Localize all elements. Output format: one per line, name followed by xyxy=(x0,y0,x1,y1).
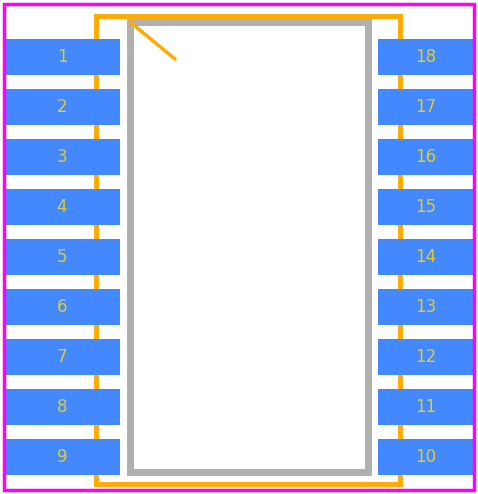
Text: 1: 1 xyxy=(57,48,67,66)
Text: 13: 13 xyxy=(415,298,436,316)
Text: 10: 10 xyxy=(415,448,436,466)
Bar xyxy=(378,39,474,75)
Text: 6: 6 xyxy=(57,298,67,316)
Bar xyxy=(4,439,120,475)
Bar xyxy=(96,16,400,484)
Bar xyxy=(378,189,474,225)
Bar xyxy=(130,22,368,472)
Bar xyxy=(4,289,120,325)
Text: 12: 12 xyxy=(415,348,436,366)
Text: 11: 11 xyxy=(415,398,436,416)
Text: 14: 14 xyxy=(415,248,436,266)
Text: 16: 16 xyxy=(415,148,436,166)
Bar xyxy=(4,389,120,425)
Bar xyxy=(378,89,474,125)
Bar xyxy=(378,239,474,275)
Bar xyxy=(4,339,120,375)
Bar xyxy=(378,139,474,175)
Text: 2: 2 xyxy=(57,98,67,116)
Text: 9: 9 xyxy=(57,448,67,466)
Text: 8: 8 xyxy=(57,398,67,416)
Text: 18: 18 xyxy=(415,48,436,66)
Text: 5: 5 xyxy=(57,248,67,266)
Bar xyxy=(378,389,474,425)
Bar xyxy=(378,289,474,325)
Text: 3: 3 xyxy=(57,148,67,166)
Text: 4: 4 xyxy=(57,198,67,216)
Text: 7: 7 xyxy=(57,348,67,366)
Bar xyxy=(4,239,120,275)
Bar xyxy=(4,89,120,125)
Text: 17: 17 xyxy=(415,98,436,116)
Bar xyxy=(378,339,474,375)
Bar xyxy=(4,189,120,225)
Bar xyxy=(378,439,474,475)
Bar xyxy=(4,39,120,75)
Bar xyxy=(4,139,120,175)
Text: 15: 15 xyxy=(415,198,436,216)
